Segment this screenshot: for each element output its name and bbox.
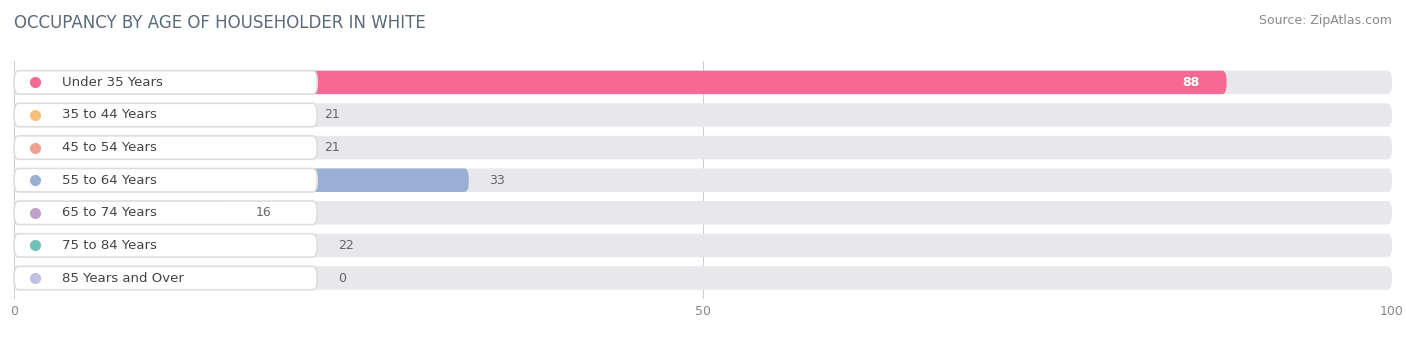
FancyBboxPatch shape (14, 71, 318, 94)
FancyBboxPatch shape (14, 136, 318, 159)
FancyBboxPatch shape (14, 168, 1392, 192)
Text: 21: 21 (325, 108, 340, 121)
Text: 88: 88 (1182, 76, 1199, 89)
Text: 45 to 54 Years: 45 to 54 Years (62, 141, 157, 154)
Text: OCCUPANCY BY AGE OF HOUSEHOLDER IN WHITE: OCCUPANCY BY AGE OF HOUSEHOLDER IN WHITE (14, 14, 426, 32)
Text: 21: 21 (325, 141, 340, 154)
Text: Source: ZipAtlas.com: Source: ZipAtlas.com (1258, 14, 1392, 27)
FancyBboxPatch shape (14, 234, 1392, 257)
Text: 55 to 64 Years: 55 to 64 Years (62, 174, 157, 187)
Text: 22: 22 (337, 239, 354, 252)
Text: 0: 0 (337, 272, 346, 285)
Text: 35 to 44 Years: 35 to 44 Years (62, 108, 157, 121)
FancyBboxPatch shape (14, 201, 1392, 224)
FancyBboxPatch shape (14, 103, 318, 127)
Text: Under 35 Years: Under 35 Years (62, 76, 163, 89)
FancyBboxPatch shape (14, 71, 1392, 94)
FancyBboxPatch shape (14, 103, 304, 127)
FancyBboxPatch shape (14, 266, 318, 290)
FancyBboxPatch shape (14, 136, 304, 159)
FancyBboxPatch shape (14, 103, 1392, 127)
FancyBboxPatch shape (14, 201, 235, 224)
FancyBboxPatch shape (14, 71, 1226, 94)
Text: 85 Years and Over: 85 Years and Over (62, 272, 184, 285)
FancyBboxPatch shape (14, 168, 468, 192)
FancyBboxPatch shape (14, 234, 318, 257)
FancyBboxPatch shape (14, 201, 318, 224)
FancyBboxPatch shape (14, 266, 1392, 290)
Text: 75 to 84 Years: 75 to 84 Years (62, 239, 157, 252)
FancyBboxPatch shape (14, 136, 1392, 159)
FancyBboxPatch shape (14, 234, 318, 257)
FancyBboxPatch shape (14, 168, 318, 192)
Text: 33: 33 (489, 174, 505, 187)
Text: 65 to 74 Years: 65 to 74 Years (62, 206, 157, 219)
Text: 16: 16 (256, 206, 271, 219)
